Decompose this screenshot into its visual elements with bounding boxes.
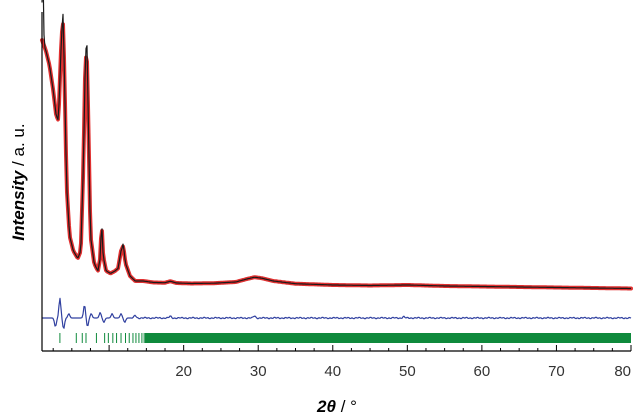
- y-axis-unit: / a. u.: [9, 123, 28, 170]
- calculated-profile-series: [40, 22, 633, 291]
- x-axis-title: 2θ / °: [316, 397, 357, 416]
- reflection-band: [144, 333, 631, 343]
- x-tick-label: 60: [474, 363, 491, 380]
- x-tick-label: 40: [324, 363, 341, 380]
- difference-curve-series: [42, 297, 632, 329]
- x-tick-label: 20: [175, 363, 192, 380]
- x-axis-unit: / °: [336, 397, 357, 416]
- x-tick-label: 80: [614, 363, 631, 380]
- x-tick-label: 50: [399, 363, 416, 380]
- x-axis-ticks: 20 30 40 50 60 70 80: [52, 345, 632, 380]
- y-axis-quantity: Intensity: [9, 169, 28, 240]
- reflection-markers: [59, 333, 631, 343]
- y-axis-title: Intensity / a. u.: [9, 123, 28, 240]
- x-tick-label: 30: [250, 363, 267, 380]
- x-tick-label: 70: [548, 363, 565, 380]
- observed-profile-series: [41, 0, 631, 290]
- x-axis-symbol: 2θ: [316, 397, 336, 416]
- plot-area: [40, 0, 633, 343]
